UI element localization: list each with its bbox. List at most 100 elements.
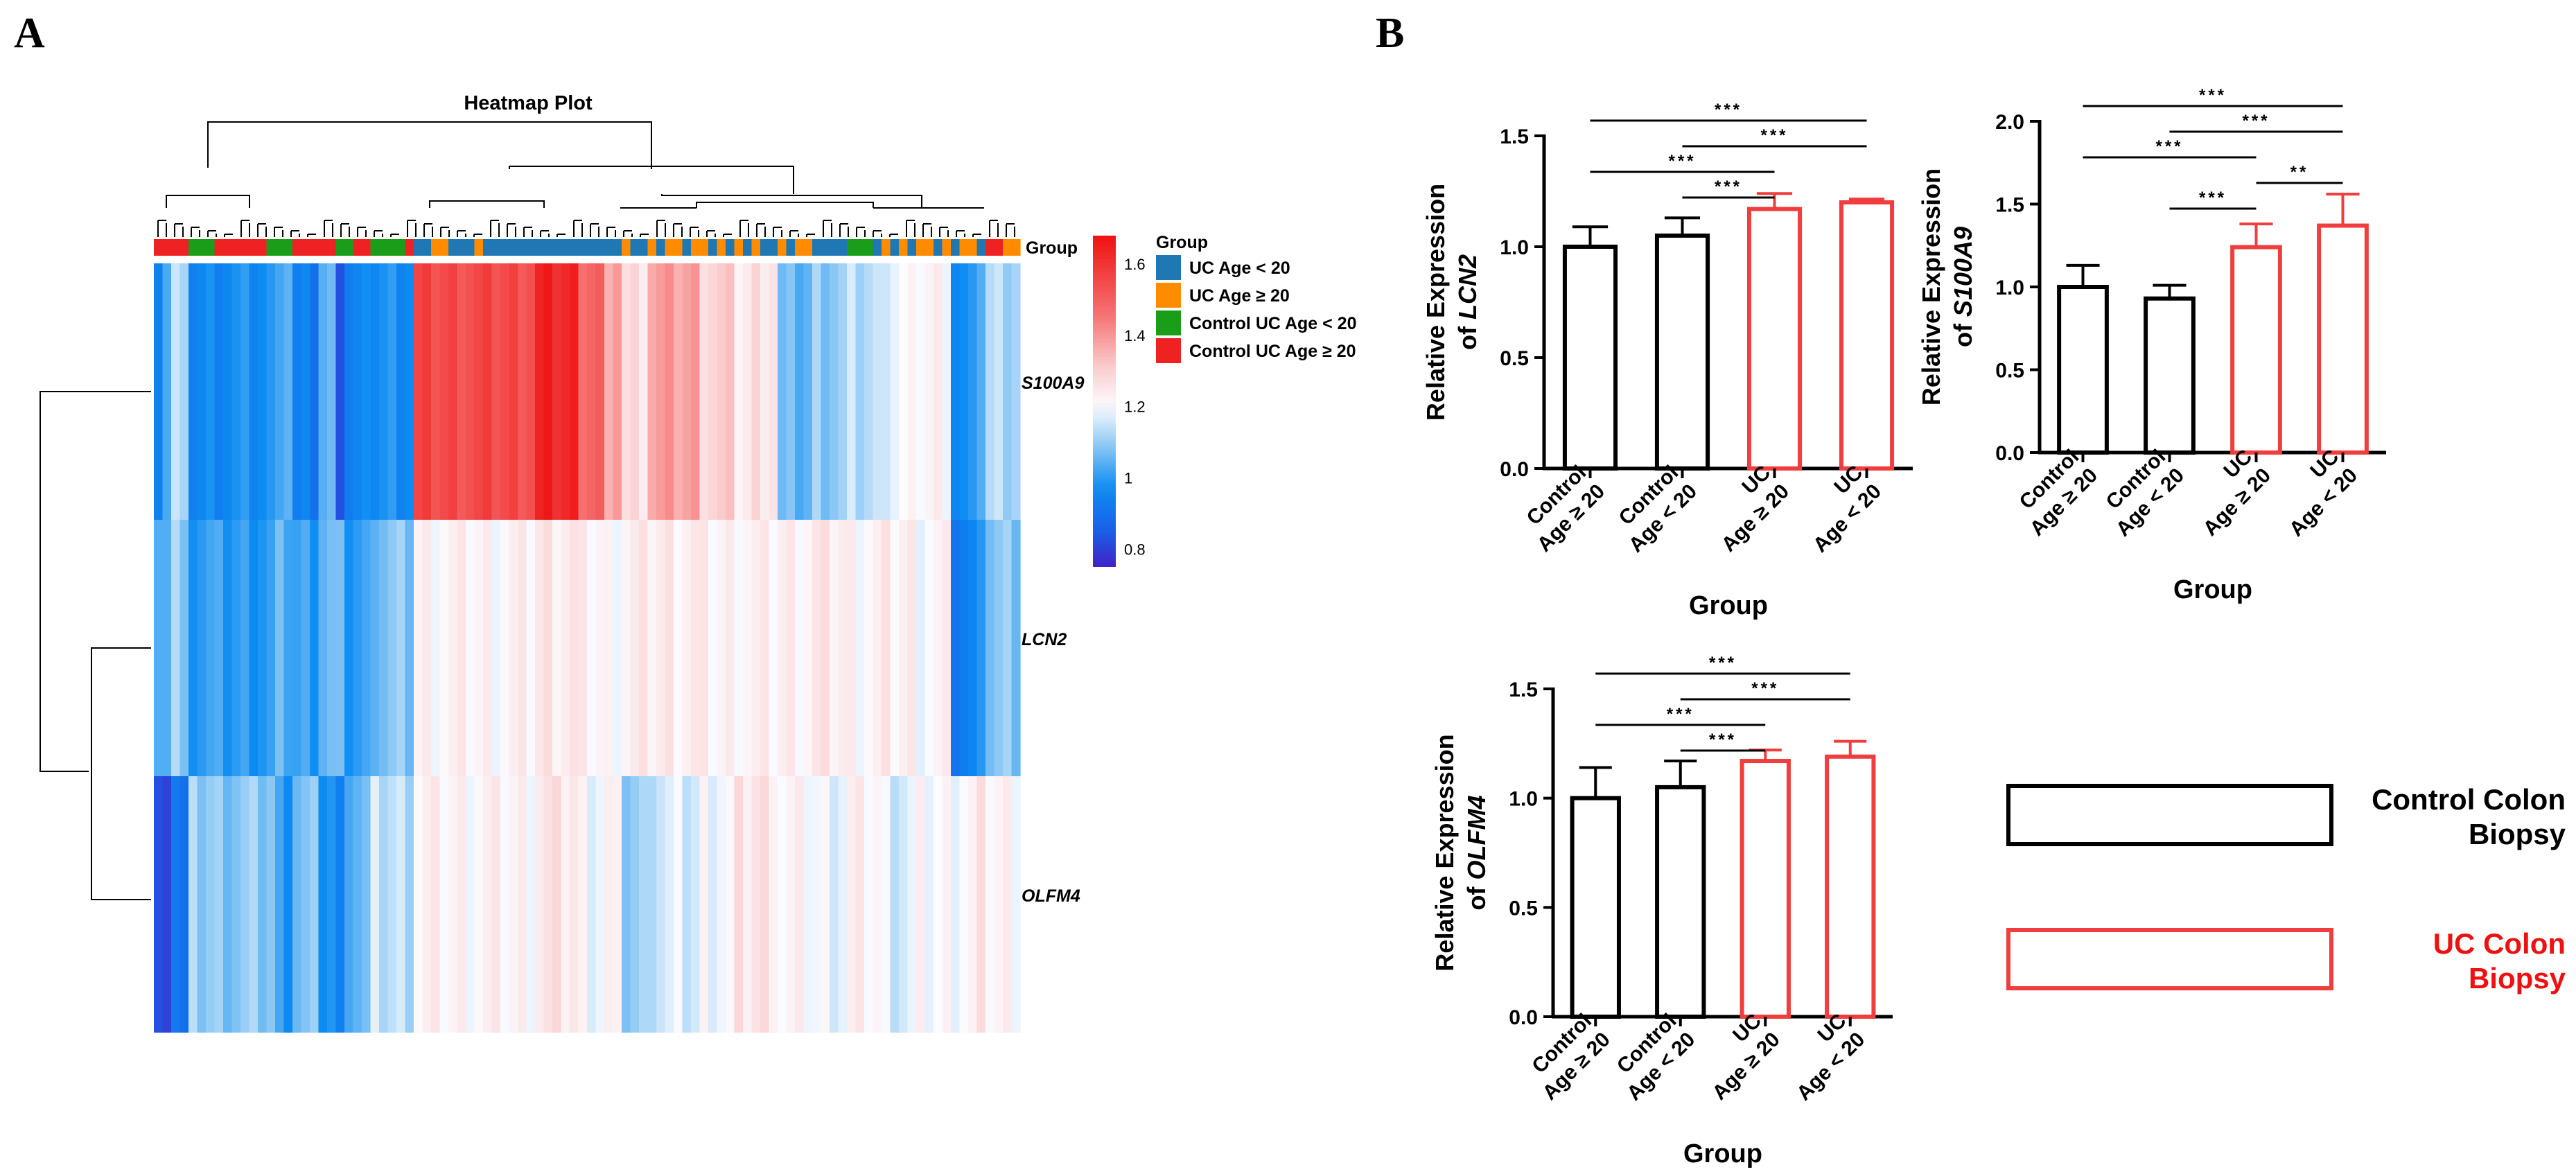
- x-axis-title: Group: [2173, 575, 2252, 604]
- heatmap-cell: [535, 263, 545, 520]
- heatmap-cell: [882, 263, 891, 520]
- dendrogram-leaf: [889, 234, 898, 237]
- dendrogram-leaf: [540, 230, 550, 237]
- heatmap-cell: [344, 520, 354, 776]
- dendrogram-leaf: [873, 230, 882, 237]
- heatmap-cell: [899, 776, 909, 1033]
- heatmap-cell: [552, 263, 562, 520]
- heatmap-cell: [578, 776, 588, 1033]
- heatmap-cell: [951, 776, 961, 1033]
- heatmap-cell: [994, 776, 1004, 1033]
- heatmap-cell: [734, 520, 744, 776]
- heatmap-cell: [275, 776, 285, 1033]
- heatmap-cell: [197, 520, 207, 776]
- heatmap-cell: [855, 520, 865, 776]
- heatmap-cell: [985, 263, 995, 520]
- group-legend-title: Group: [1156, 233, 1208, 252]
- heatmap-cell: [292, 520, 302, 776]
- heatmap-cell: [518, 520, 527, 776]
- legend-uc-label-line1: UC Colon: [2433, 927, 2566, 960]
- y-axis-title-gene: OLFM4: [1462, 796, 1491, 880]
- y-axis-title: Relative Expression of S100A9: [1917, 168, 1977, 405]
- y-axis-title-of: of: [1949, 317, 1977, 347]
- dendrogram-leaf: [274, 227, 283, 237]
- colorbar-tick-label: 0.8: [1124, 541, 1146, 558]
- heatmap-cell: [934, 776, 943, 1033]
- heatmap-cell: [405, 520, 414, 776]
- heatmap-cell: [907, 263, 917, 520]
- heatmap-cell: [491, 776, 501, 1033]
- heatmap-cell: [682, 520, 692, 776]
- heatmap-cell: [665, 263, 674, 520]
- annotation-cell: [864, 239, 874, 256]
- y-tick-label: 1.5: [1509, 678, 1538, 701]
- annotation-cell: [812, 239, 822, 256]
- heatmap-cell: [656, 520, 666, 776]
- significance-label: **: [2290, 163, 2309, 182]
- dendrogram-leaf: [290, 230, 300, 237]
- heatmap-cell: [847, 263, 857, 520]
- significance-label: ***: [1709, 654, 1737, 672]
- heatmap-cell: [206, 520, 216, 776]
- heatmap-cell: [916, 776, 926, 1033]
- heatmap-cell: [691, 776, 701, 1033]
- annotation-cell: [526, 239, 536, 256]
- annotation-cell: [301, 239, 310, 256]
- heatmap-cell: [821, 520, 830, 776]
- heatmap-cell: [275, 520, 285, 776]
- dendrogram-leaf: [490, 220, 500, 237]
- dendrogram-leaf: [939, 227, 949, 237]
- heatmap-cell: [595, 776, 605, 1033]
- heatmap-cell: [647, 520, 657, 776]
- annotation-cell: [431, 239, 441, 256]
- annotation-label: Group: [1026, 238, 1078, 258]
- heatmap-cell: [179, 263, 189, 520]
- heatmap-cell: [647, 776, 657, 1033]
- heatmap-cell: [682, 776, 692, 1033]
- dendrogram-leaf: [374, 230, 383, 237]
- heatmap-cell: [743, 263, 753, 520]
- annotation-cell: [561, 239, 570, 256]
- heatmap-cell: [231, 263, 241, 520]
- heatmap-cell: [396, 776, 406, 1033]
- heatmap-cell: [414, 263, 423, 520]
- heatmap-cell: [968, 776, 978, 1033]
- heatmap-cell: [414, 776, 423, 1033]
- annotation-cell: [414, 239, 423, 256]
- heatmap-cells: [154, 263, 1021, 1033]
- y-axis-title-line2: of OLFM4: [1462, 796, 1491, 911]
- annotation-cell: [769, 239, 778, 256]
- y-tick-label: 2.0: [1995, 111, 2024, 134]
- annotation-cell: [830, 239, 839, 256]
- annotation-cell: [821, 239, 830, 256]
- heatmap-cell: [934, 263, 943, 520]
- heatmap-cell: [543, 776, 553, 1033]
- heatmap-cell: [240, 520, 250, 776]
- dendrogram-branch: [207, 121, 652, 169]
- heatmap-cell: [604, 776, 614, 1033]
- annotation-cell: [500, 239, 510, 256]
- heatmap-cell: [214, 776, 224, 1033]
- heatmap-cell: [353, 776, 362, 1033]
- heatmap-cell: [630, 776, 640, 1033]
- dendrogram-leaf: [590, 223, 599, 237]
- heatmap-cell: [882, 520, 891, 776]
- group-legend-label: Control UC Age < 20: [1189, 314, 1356, 333]
- dendrogram-leaf: [989, 220, 999, 237]
- heatmap-cell: [907, 776, 917, 1033]
- dendrogram-leaf: [706, 230, 716, 237]
- annotation-cell: [570, 239, 579, 256]
- annotation-cell: [552, 239, 562, 256]
- heatmap-cell: [699, 776, 709, 1033]
- dendrogram-leaf: [773, 227, 782, 237]
- annotation-cell: [760, 239, 770, 256]
- heatmap-cell: [535, 520, 545, 776]
- heatmap-cell: [656, 776, 666, 1033]
- y-tick-label: 0.5: [1500, 347, 1529, 370]
- heatmap-cell: [561, 776, 570, 1033]
- y-axis-title-of: of: [1462, 880, 1491, 911]
